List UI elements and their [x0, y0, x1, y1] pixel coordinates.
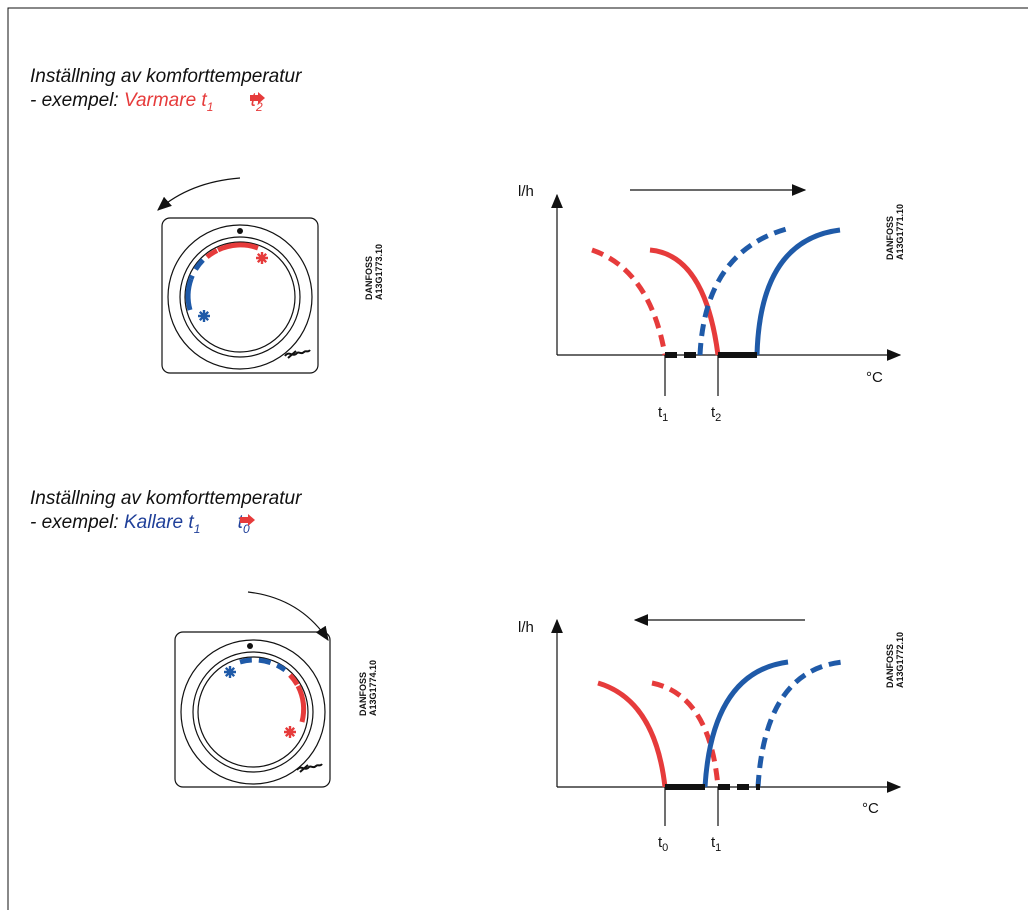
code-line: A13G1773.10: [374, 244, 384, 300]
tick-label: t1: [711, 834, 721, 854]
code: DANFOSSA13G1773.10: [364, 244, 384, 300]
sub: 2: [255, 100, 263, 114]
chart: l/h °C t0 t1 DANFOSSA13G1772.10: [518, 614, 905, 854]
subtitle: - exempel: Varmare t1 t2: [30, 90, 263, 116]
sub: 1: [715, 842, 721, 854]
code-line: A13G1772.10: [895, 632, 905, 688]
code-line: DANFOSS: [885, 644, 895, 688]
sub: 1: [662, 412, 668, 424]
code-line: DANFOSS: [358, 672, 368, 716]
code: DANFOSSA13G1771.10: [885, 204, 905, 260]
example-word: Varmare: [124, 90, 196, 111]
y-label: l/h: [518, 619, 534, 636]
tick-label: t2: [711, 404, 721, 424]
dial: DANFOSSA13G1774.10: [174, 591, 378, 788]
section: Inställning av komforttemperatur - exemp…: [30, 488, 905, 854]
tick-label: t0: [658, 834, 668, 854]
code: DANFOSSA13G1772.10: [885, 632, 905, 688]
sub: 2: [715, 412, 721, 424]
title: Inställning av komforttemperatur: [30, 66, 302, 87]
sub: 0: [243, 522, 250, 536]
section: Inställning av komforttemperatur - exemp…: [30, 66, 905, 424]
symbol: t: [658, 834, 663, 851]
subtitle: - exempel: Kallare t1 t0: [30, 512, 250, 538]
sub: 1: [194, 522, 201, 536]
frame: [7, 7, 1028, 910]
prefix: - exempel:: [30, 512, 119, 533]
dial: DANFOSSA13G1773.10: [157, 177, 384, 374]
symbol: t: [201, 90, 207, 111]
chart: l/h °C t1 t2 DANFOSSA13G1771.10: [518, 183, 905, 424]
symbol: t: [711, 834, 716, 851]
example-word: Kallare: [124, 512, 183, 533]
symbol: t: [658, 404, 663, 421]
x-label: °C: [866, 369, 883, 386]
code-line: DANFOSS: [364, 256, 374, 300]
symbol: t: [188, 512, 194, 533]
x-label: °C: [862, 800, 879, 817]
tick-label: t1: [658, 404, 668, 424]
prefix: - exempel:: [30, 90, 119, 111]
code-line: A13G1774.10: [368, 660, 378, 716]
code-line: DANFOSS: [885, 216, 895, 260]
y-label: l/h: [518, 183, 534, 200]
sub: 1: [207, 100, 214, 114]
title: Inställning av komforttemperatur: [30, 488, 302, 509]
sub: 0: [662, 842, 668, 854]
code-line: A13G1771.10: [895, 204, 905, 260]
symbol: t: [711, 404, 716, 421]
code: DANFOSSA13G1774.10: [358, 660, 378, 716]
